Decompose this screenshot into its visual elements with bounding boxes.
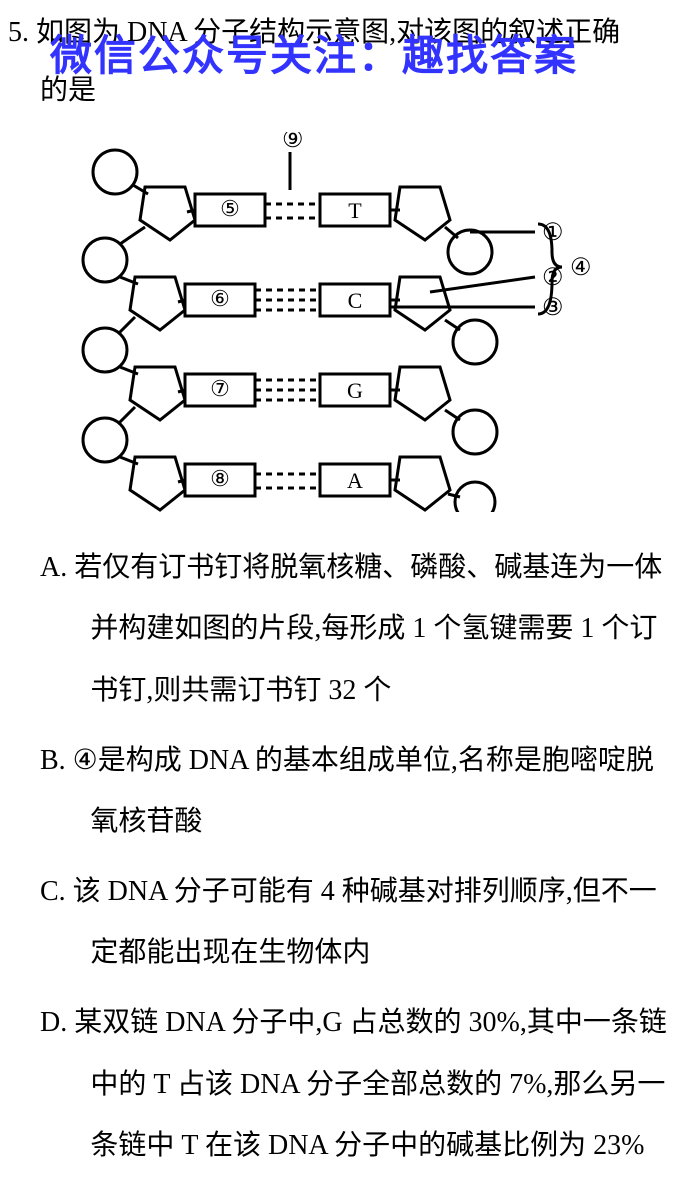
label-9: ⑨ <box>282 132 304 153</box>
option-b: B. ④是构成 DNA 的基本组成单位,名称是胞嘧啶脱氧核苷酸 <box>40 730 680 853</box>
option-d: D. 某双链 DNA 分子中,G 占总数的 30%,其中一条链中的 T 占该 D… <box>40 992 680 1177</box>
base-8-text: ⑧ <box>210 466 230 491</box>
question-number: 5. <box>8 17 29 48</box>
option-c: C. 该 DNA 分子可能有 4 种碱基对排列顺序,但不一定都能出现在生物体内 <box>40 861 680 984</box>
label-4: ④ <box>570 255 592 281</box>
options-container: A. 若仅有订书钉将脱氧核糖、磷酸、碱基连为一体并构建如图的片段,每形成 1 个… <box>0 537 700 1177</box>
watermark-overlay: 微信公众号关注：趣找答案 <box>50 22 578 83</box>
dna-diagram: ⑤ T ⑥ C ⑦ G ⑧ A ⑨ ① ② ③ ④ <box>60 132 700 517</box>
option-a: A. 若仅有订书钉将脱氧核糖、磷酸、碱基连为一体并构建如图的片段,每形成 1 个… <box>40 537 680 722</box>
base-G-text: G <box>347 378 363 403</box>
base-A-text: A <box>347 468 363 493</box>
base-5-text: ⑤ <box>220 196 240 221</box>
base-T-text: T <box>348 198 362 223</box>
label-2: ② <box>542 265 564 291</box>
base-6-text: ⑥ <box>210 286 230 311</box>
label-3: ③ <box>542 295 564 321</box>
base-C-text: C <box>348 288 363 313</box>
base-7-text: ⑦ <box>210 376 230 401</box>
label-1: ① <box>542 220 564 246</box>
